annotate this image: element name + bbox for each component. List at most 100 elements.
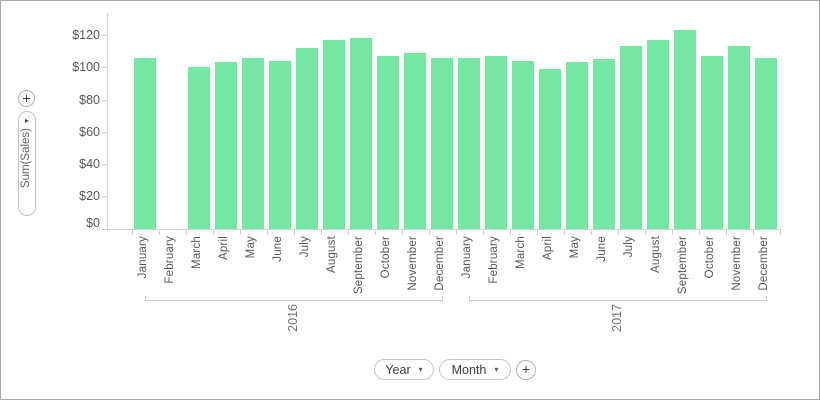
- x-label-october-2017: October: [704, 236, 716, 279]
- year-bracket-2016: [145, 300, 443, 301]
- bar-july-2017[interactable]: [620, 46, 642, 229]
- x-axis-tick: [482, 230, 484, 235]
- bar-april-2016[interactable]: [215, 62, 237, 229]
- x-label-september-2017: September: [677, 236, 689, 295]
- y-axis-tick-label: $20: [79, 189, 100, 204]
- bar-march-2017[interactable]: [512, 60, 534, 229]
- argument-field-pill-year[interactable]: Year ▾: [374, 359, 434, 380]
- bar-december-2017[interactable]: [755, 57, 777, 229]
- x-label-march-2017: March: [515, 236, 527, 269]
- x-axis-tick: [644, 230, 646, 235]
- bar-may-2016[interactable]: [242, 57, 264, 229]
- bar-november-2016[interactable]: [404, 52, 426, 229]
- bar-january-2017[interactable]: [458, 57, 480, 229]
- x-axis-tick: [158, 230, 160, 235]
- add-value-button[interactable]: +: [18, 90, 35, 107]
- x-axis-tick: [239, 230, 241, 235]
- x-axis-tick: [779, 230, 781, 235]
- x-axis-tick: [455, 230, 457, 235]
- x-label-august-2017: August: [650, 236, 662, 274]
- value-field-pill-sum-sales[interactable]: ▸ Sum(Sales): [18, 111, 36, 216]
- year-bracket-end: [469, 296, 470, 300]
- y-axis-tick-label: $0: [86, 215, 100, 230]
- y-axis-tick-label: $60: [79, 124, 100, 139]
- y-axis-tick-label: $80: [79, 92, 100, 107]
- argument-field-pill-month[interactable]: Month ▾: [439, 359, 511, 380]
- x-label-december-2016: December: [434, 236, 446, 291]
- bar-august-2017[interactable]: [647, 39, 669, 229]
- x-axis-tick: [428, 230, 430, 235]
- x-label-february-2016: February: [164, 236, 176, 284]
- x-axis-tick: [617, 230, 619, 235]
- y-axis-tick: [102, 196, 108, 198]
- bar-june-2016[interactable]: [269, 60, 291, 229]
- x-label-february-2017: February: [488, 236, 500, 284]
- x-axis-tick: [266, 230, 268, 235]
- x-label-october-2016: October: [380, 236, 392, 279]
- year-bracket-end: [766, 296, 767, 300]
- bar-january-2016[interactable]: [134, 57, 156, 229]
- caret-down-icon: ▾: [418, 365, 423, 374]
- x-label-june-2017: June: [596, 236, 608, 262]
- x-axis-tick: [590, 230, 592, 235]
- x-label-january-2017: January: [461, 236, 473, 279]
- x-label-july-2017: July: [623, 236, 635, 258]
- x-label-april-2017: April: [542, 236, 554, 261]
- bar-june-2017[interactable]: [593, 59, 615, 229]
- bar-april-2017[interactable]: [539, 68, 561, 229]
- caret-down-icon: ▾: [494, 365, 499, 374]
- bar-september-2017[interactable]: [674, 30, 696, 229]
- y-axis-tick: [102, 35, 108, 37]
- x-label-november-2017: November: [731, 236, 743, 291]
- bar-october-2016[interactable]: [377, 56, 399, 229]
- value-field-label: Sum(Sales): [20, 128, 33, 189]
- argument-fields-bar: Year ▾ Month ▾ +: [374, 359, 536, 380]
- bar-august-2016[interactable]: [323, 39, 345, 229]
- bar-september-2016[interactable]: [350, 38, 372, 229]
- year-label-2017: 2017: [609, 304, 624, 332]
- year-bracket-2017: [469, 300, 767, 301]
- y-axis-tick: [102, 228, 108, 230]
- x-label-july-2016: July: [299, 236, 311, 258]
- bar-november-2017[interactable]: [728, 46, 750, 229]
- x-label-december-2017: December: [758, 236, 770, 291]
- month-pill-label: Month: [451, 362, 487, 377]
- x-axis-tick: [131, 230, 133, 235]
- x-axis-tick: [752, 230, 754, 235]
- y-axis-tick: [102, 164, 108, 166]
- x-label-may-2016: May: [245, 236, 257, 259]
- y-axis-tick: [102, 131, 108, 133]
- x-label-june-2016: June: [272, 236, 284, 262]
- x-label-may-2017: May: [569, 236, 581, 259]
- y-axis-tick: [102, 99, 108, 101]
- year-bracket-end: [145, 296, 146, 300]
- bar-may-2017[interactable]: [566, 62, 588, 229]
- x-axis-tick: [671, 230, 673, 235]
- bar-july-2016[interactable]: [296, 47, 318, 229]
- x-label-january-2016: January: [137, 236, 149, 279]
- bar-december-2016[interactable]: [431, 57, 453, 229]
- x-axis-tick: [320, 230, 322, 235]
- x-axis-line: [107, 229, 781, 230]
- y-axis-tick-label: $120: [72, 28, 100, 43]
- year-label-2016: 2016: [285, 304, 300, 332]
- x-axis-tick: [509, 230, 511, 235]
- bar-february-2017[interactable]: [485, 56, 507, 229]
- x-axis-tick: [374, 230, 376, 235]
- y-axis-tick: [102, 67, 108, 69]
- y-axis-tick-label: $40: [79, 157, 100, 172]
- x-axis-tick: [293, 230, 295, 235]
- add-argument-button[interactable]: +: [516, 359, 536, 380]
- x-label-march-2016: March: [191, 236, 203, 269]
- x-axis-tick: [698, 230, 700, 235]
- bar-october-2017[interactable]: [701, 56, 723, 229]
- year-pill-label: Year: [385, 362, 411, 377]
- x-label-august-2016: August: [326, 236, 338, 274]
- add-icon: +: [22, 90, 31, 106]
- x-axis-tick: [563, 230, 565, 235]
- bar-march-2016[interactable]: [188, 67, 210, 229]
- caret-right-icon: ▸: [24, 116, 29, 125]
- year-bracket-end: [442, 296, 443, 300]
- x-axis-tick: [536, 230, 538, 235]
